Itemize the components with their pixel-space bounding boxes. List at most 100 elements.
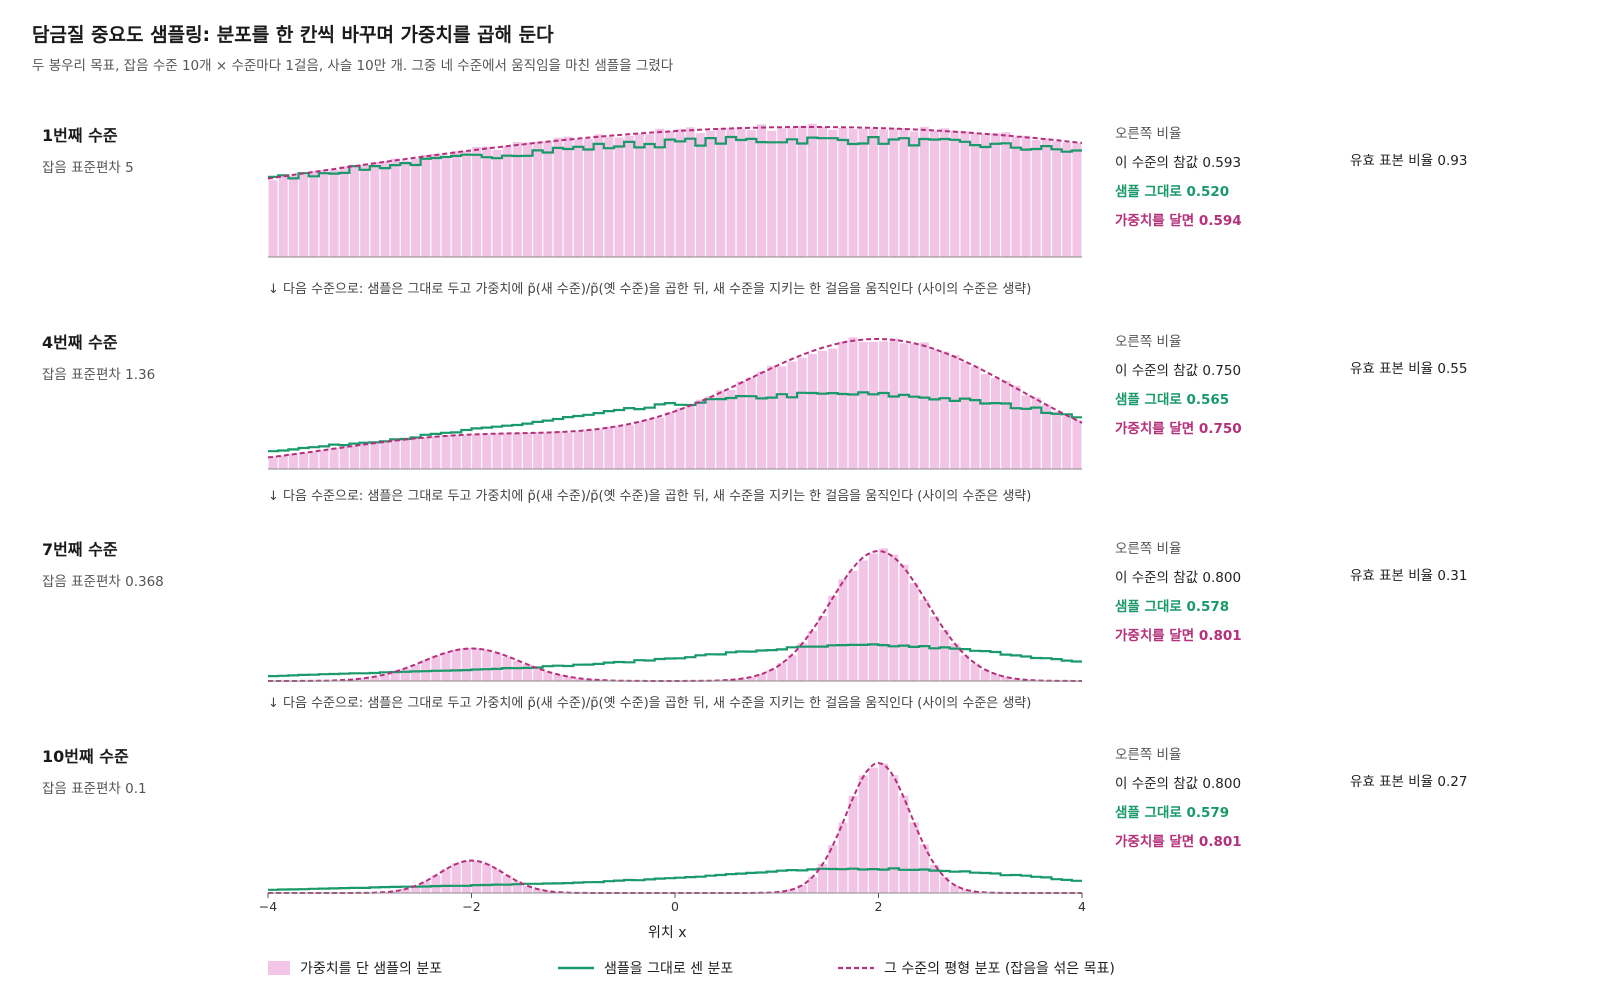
weighted-bar bbox=[553, 674, 563, 681]
weighted-bar bbox=[716, 390, 726, 469]
panel-1-ess: 유효 표본 비율 0.93 bbox=[1350, 153, 1468, 169]
weighted-bar bbox=[421, 437, 431, 469]
weighted-bar bbox=[828, 129, 838, 257]
weighted-bar bbox=[522, 664, 532, 681]
true-value: 이 수준의 참값 0.800 bbox=[1115, 570, 1242, 586]
weighted-bar bbox=[675, 408, 685, 469]
weighted-bar bbox=[441, 869, 451, 893]
weighted-bar bbox=[899, 343, 909, 469]
weighted-value: 가중치를 달면 0.801 bbox=[1115, 628, 1242, 644]
weighted-bar bbox=[543, 432, 553, 469]
weighted-bar bbox=[950, 643, 960, 681]
raw-sample-line bbox=[268, 643, 1082, 678]
weighted-bar bbox=[940, 351, 950, 469]
weighted-bar bbox=[940, 128, 950, 257]
weighted-bar bbox=[472, 648, 482, 681]
weighted-bar bbox=[838, 341, 848, 469]
weighted-bar bbox=[411, 438, 421, 469]
weighted-bar bbox=[828, 348, 838, 469]
panel-2-ess: 유효 표본 비율 0.55 bbox=[1350, 361, 1468, 377]
weighted-bar bbox=[614, 426, 624, 469]
panel-noise-label: 잡음 표준편차 1.36 bbox=[42, 367, 156, 383]
weighted-bar bbox=[360, 164, 370, 257]
weighted-bar bbox=[940, 876, 950, 893]
legend-bars-swatch bbox=[268, 961, 290, 975]
weighted-bar bbox=[818, 616, 828, 681]
panel-3-stats: 오른쪽 비율 이 수준의 참값 0.800 샘플 그대로 0.578 가중치를 … bbox=[1115, 537, 1242, 644]
panel-level-title: 4번째 수준 bbox=[42, 333, 118, 352]
weighted-bar bbox=[1021, 395, 1031, 469]
weighted-bar bbox=[278, 455, 288, 469]
weighted-bar bbox=[909, 822, 919, 893]
weighted-bar bbox=[980, 133, 990, 257]
weighted-bar bbox=[1021, 135, 1031, 257]
weighted-bar bbox=[899, 795, 909, 893]
raw-sample-line bbox=[268, 391, 1082, 453]
x-tick-label: −4 bbox=[259, 899, 277, 914]
weighted-bar bbox=[665, 412, 675, 469]
target-density-line bbox=[267, 338, 1083, 459]
weighted-bar bbox=[1062, 142, 1072, 257]
raw-value: 샘플 그대로 0.520 bbox=[1115, 184, 1230, 200]
weighted-bar bbox=[909, 343, 919, 469]
weighted-bar bbox=[350, 164, 359, 257]
weighted-bar bbox=[1052, 411, 1062, 469]
weighted-bar bbox=[553, 431, 563, 469]
weighted-bar bbox=[655, 128, 665, 257]
weighted-bar bbox=[1031, 140, 1041, 257]
weighted-bar bbox=[858, 341, 868, 469]
weighted-bar bbox=[777, 366, 787, 469]
weighted-bar bbox=[390, 891, 400, 893]
weighted-bar bbox=[512, 142, 522, 257]
weighted-bar bbox=[797, 125, 807, 257]
weighted-bar bbox=[1001, 677, 1011, 681]
weighted-bar bbox=[288, 454, 298, 469]
weighted-bar bbox=[1011, 137, 1021, 257]
x-tick-label: −2 bbox=[462, 899, 480, 914]
weighted-bar bbox=[268, 456, 278, 469]
weighted-bar bbox=[848, 570, 858, 681]
weighted-bar bbox=[492, 652, 502, 681]
weighted-bar bbox=[1072, 420, 1082, 469]
weighted-bar bbox=[299, 174, 309, 257]
raw-value: 샘플 그대로 0.565 bbox=[1115, 392, 1230, 408]
weighted-bar bbox=[868, 341, 878, 469]
weighted-bar bbox=[512, 881, 522, 893]
weighted-bar bbox=[909, 131, 919, 257]
weighted-bar bbox=[767, 365, 777, 469]
target-density-line bbox=[268, 761, 1082, 894]
weighted-bar bbox=[492, 149, 502, 257]
weighted-bar bbox=[482, 649, 492, 681]
weighted-bar bbox=[929, 130, 939, 257]
weighted-bar bbox=[451, 863, 461, 893]
panel-1-stats: 오른쪽 비율 이 수준의 참값 0.593 샘플 그대로 0.520 가중치를 … bbox=[1115, 122, 1242, 229]
weighted-bar bbox=[950, 130, 960, 257]
weighted-bar bbox=[563, 136, 573, 257]
weighted-bar bbox=[797, 643, 807, 681]
weighted-bar bbox=[807, 631, 817, 681]
weighted-bar bbox=[370, 162, 380, 257]
between-note: ↓ 다음 수준으로: 샘플은 그대로 두고 가중치에 p̃(새 수준)/p̃(옛… bbox=[268, 696, 1032, 711]
weighted-bar bbox=[390, 158, 400, 257]
weighted-bar bbox=[1041, 138, 1051, 257]
weighted-bar bbox=[736, 381, 746, 469]
weighted-bar bbox=[533, 889, 543, 893]
weighted-bar bbox=[980, 669, 990, 681]
weighted-bar bbox=[980, 374, 990, 469]
weighted-value: 가중치를 달면 0.801 bbox=[1115, 834, 1242, 850]
weighted-bar bbox=[868, 128, 878, 257]
weighted-bar bbox=[584, 429, 593, 469]
raw-sample-line bbox=[268, 867, 1082, 891]
panel-plot-2 bbox=[267, 337, 1083, 470]
weighted-bar bbox=[950, 885, 960, 893]
weighted-bar bbox=[706, 130, 716, 257]
weighted-bar bbox=[431, 655, 441, 681]
weighted-bar bbox=[502, 433, 512, 469]
weighted-bar bbox=[584, 138, 593, 257]
panel-noise-label: 잡음 표준편차 0.368 bbox=[42, 574, 164, 590]
weighted-bar bbox=[858, 775, 868, 893]
weighted-bar bbox=[889, 775, 899, 893]
weighted-bar bbox=[614, 137, 624, 257]
weighted-bar bbox=[380, 161, 390, 257]
